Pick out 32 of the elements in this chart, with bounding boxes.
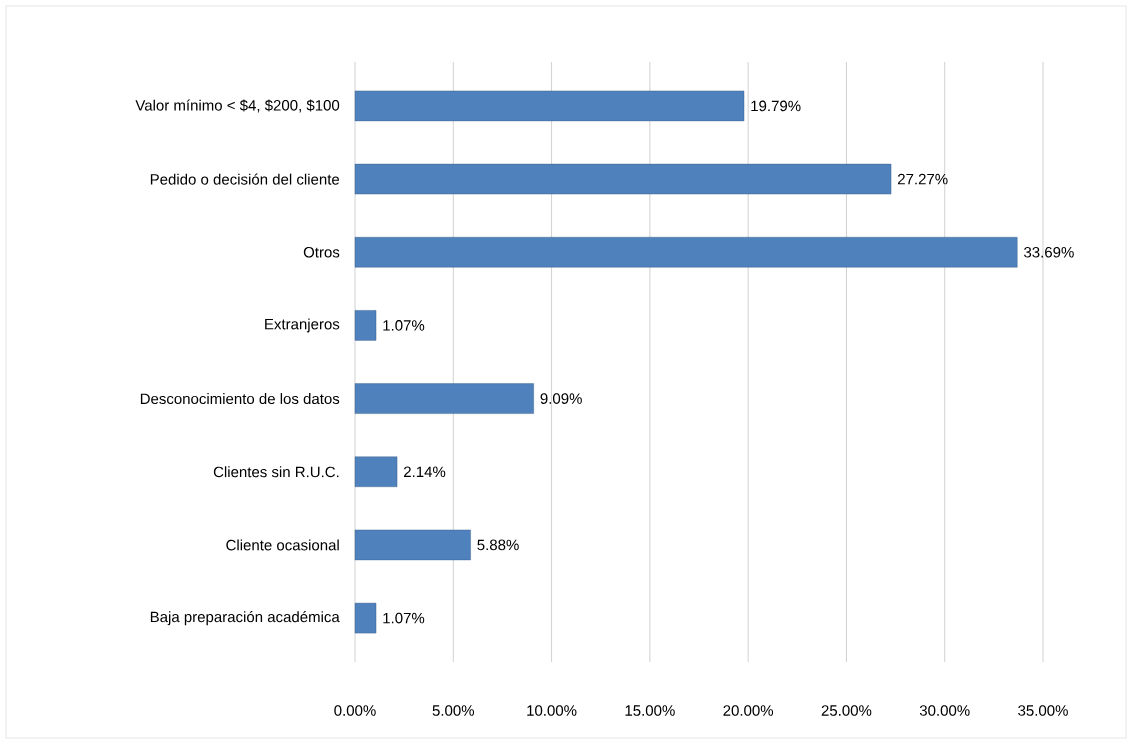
- x-tick-label: 35.00%: [1018, 705, 1068, 716]
- data-label: 2.14%: [404, 466, 446, 478]
- data-label: 1.07%: [383, 612, 425, 624]
- data-label: 9.09%: [540, 393, 582, 404]
- bar: [354, 90, 745, 122]
- x-tick-label: 30.00%: [919, 705, 970, 716]
- data-label: 19.79%: [751, 100, 801, 112]
- data-label: 5.88%: [477, 539, 519, 551]
- x-tick-label: 5.00%: [432, 705, 475, 716]
- y-tick-label: Cliente ocasional: [226, 539, 339, 551]
- data-label: 33.69%: [1024, 246, 1074, 258]
- y-tick-label: Valor mínimo < $4, $200, $100: [135, 99, 340, 113]
- x-tick-label: 10.00%: [527, 705, 577, 716]
- x-tick-label: 15.00%: [625, 705, 675, 716]
- y-tick-label: Extranjeros: [265, 318, 340, 333]
- bar: [354, 237, 1018, 268]
- data-label: 27.27%: [898, 173, 948, 185]
- bar: [354, 383, 534, 414]
- bar: [354, 310, 377, 341]
- x-tick-label: 20.00%: [723, 705, 774, 716]
- data-label: 1.07%: [383, 320, 425, 331]
- bar: [354, 529, 471, 561]
- x-tick-label: 25.00%: [821, 705, 872, 716]
- bar: [354, 602, 377, 634]
- y-tick-label: Desconocimiento de los datos: [140, 393, 340, 405]
- bar: [354, 456, 398, 487]
- y-tick-label: Pedido o decisión del cliente: [150, 173, 340, 185]
- y-tick-label: Baja preparación académica: [150, 611, 340, 626]
- y-tick-label: Otros: [303, 246, 340, 258]
- y-tick-label: Clientes sin R.U.C.: [213, 466, 339, 478]
- x-tick-label: 0.00%: [334, 705, 376, 716]
- bar: [354, 163, 892, 195]
